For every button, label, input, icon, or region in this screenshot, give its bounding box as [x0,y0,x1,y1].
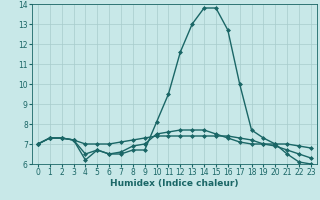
X-axis label: Humidex (Indice chaleur): Humidex (Indice chaleur) [110,179,239,188]
